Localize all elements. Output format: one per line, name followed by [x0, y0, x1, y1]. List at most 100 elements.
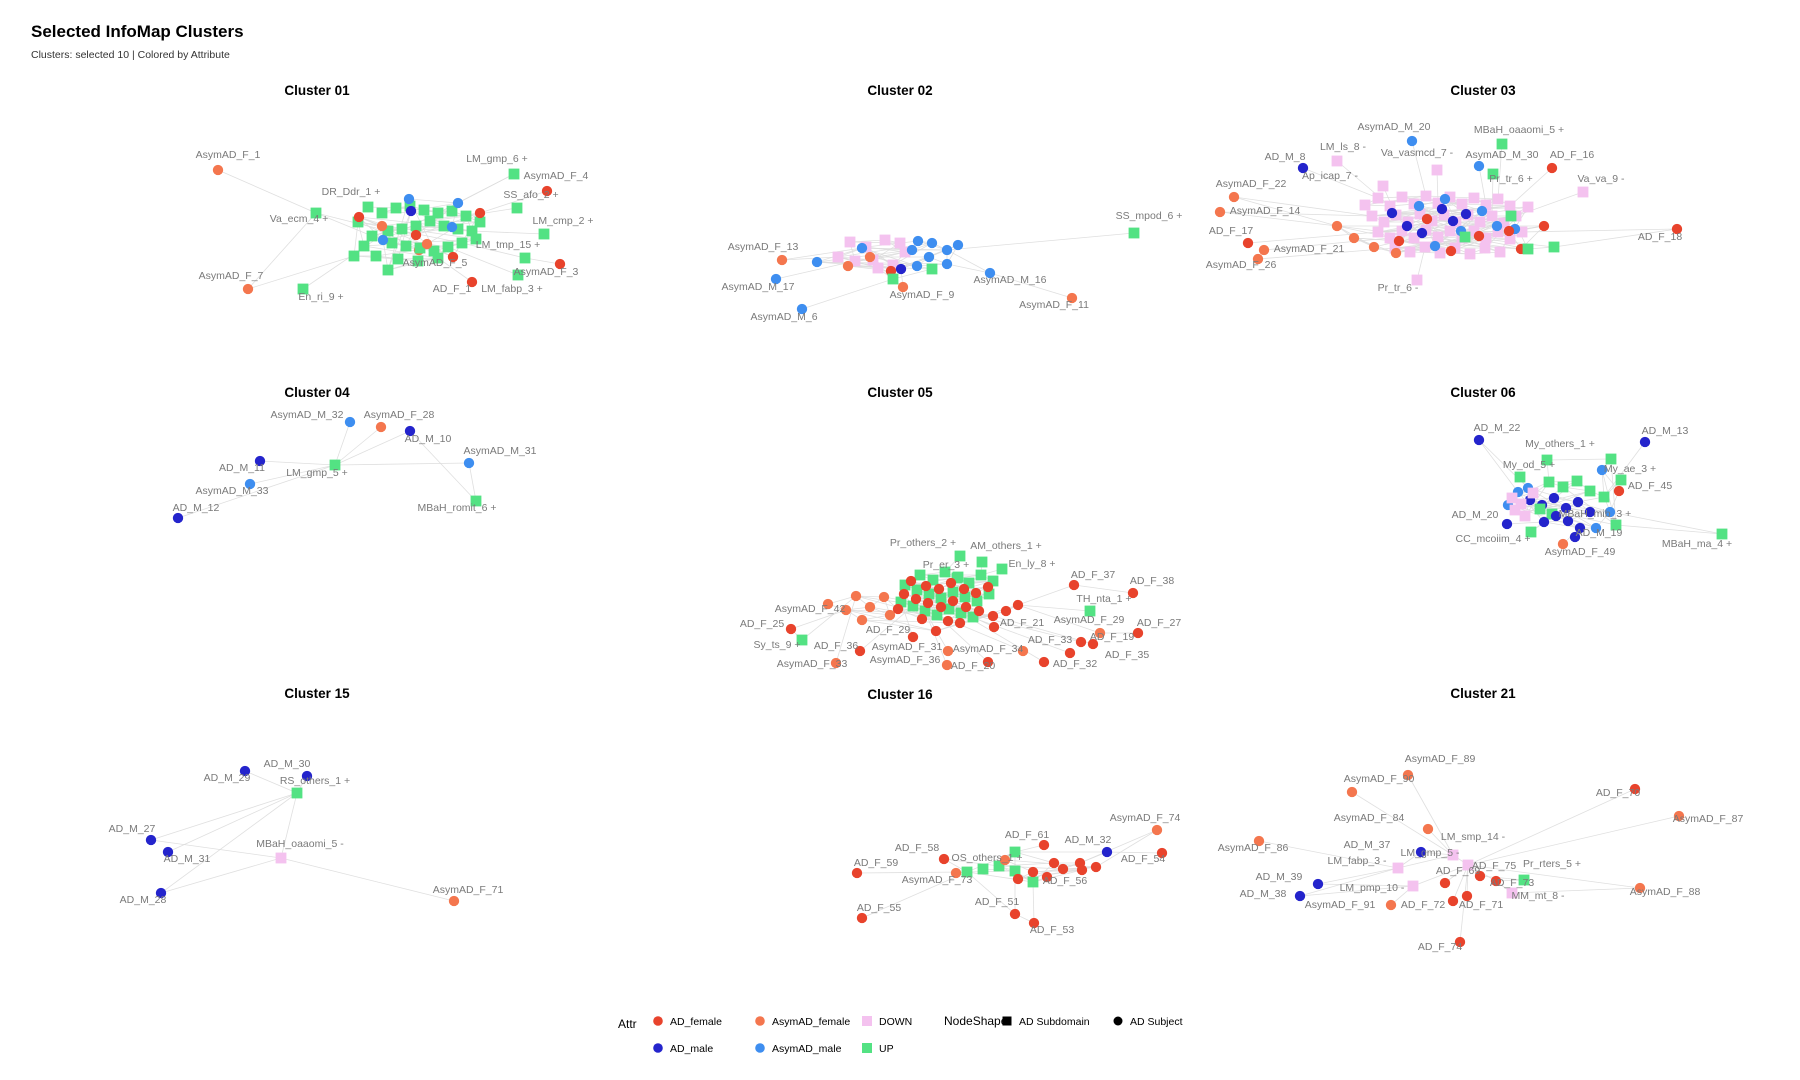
- node-label: MM_mt_8 -: [1511, 890, 1565, 902]
- graph-edge: [781, 247, 863, 261]
- graph-edge: [801, 595, 857, 641]
- graph-node: [914, 569, 926, 581]
- graph-node: [348, 250, 360, 262]
- graph-node: [1505, 210, 1517, 222]
- node-label: En_ri_9 +: [298, 291, 343, 303]
- node-label: AsymAD_F_11: [1019, 299, 1089, 311]
- graph-node: [1009, 865, 1021, 877]
- node-label: AD_F_54: [1121, 853, 1166, 865]
- node-label: AsymAD_M_6: [750, 311, 817, 323]
- graph-node-ad-m-39: [1312, 878, 1324, 890]
- node-label: AD_F_69: [1436, 865, 1481, 877]
- graph-node: [1598, 491, 1610, 503]
- cluster-title-01: Cluster 01: [284, 83, 350, 98]
- graph-node-cc-mcoiim-4-: [1525, 526, 1537, 538]
- graph-node-asymad-m-16: [984, 267, 996, 279]
- graph-node: [856, 242, 868, 254]
- graph-edge: [334, 430, 411, 466]
- node-label: AD_F_71: [1459, 899, 1504, 911]
- graph-node-asymad-f-36: [941, 659, 953, 671]
- graph-node: [1426, 215, 1438, 227]
- graph-node: [945, 577, 957, 589]
- node-label: AD_F_27: [1137, 617, 1182, 629]
- node-label: AD_M_27: [109, 823, 156, 835]
- graph-edge: [1543, 521, 1581, 529]
- graph-node: [961, 866, 973, 878]
- node-label: AsymAD_F_13: [728, 241, 799, 253]
- graph-node-ad-f-38: [1127, 587, 1139, 599]
- graph-node: [1404, 246, 1416, 258]
- node-label: AD_M_29: [204, 772, 251, 784]
- graph-node: [447, 251, 459, 263]
- cluster-title-06: Cluster 06: [1450, 385, 1516, 400]
- legend-label: AD_male: [670, 1043, 713, 1055]
- graph-node: [1459, 231, 1471, 243]
- node-label: AD_F_59: [854, 857, 899, 869]
- legend-label: AsymAD_male: [772, 1043, 842, 1055]
- graph-node-ad-f-56: [1041, 871, 1053, 883]
- graph-edge: [1391, 212, 1467, 215]
- graph-node: [920, 580, 932, 592]
- graph-edge: [946, 249, 991, 274]
- graph-edge: [1509, 167, 1553, 207]
- graph-edge: [1219, 211, 1373, 217]
- graph-node: [405, 205, 417, 217]
- graph-edge: [334, 462, 470, 466]
- graph-edge: [177, 464, 336, 519]
- graph-node: [1012, 599, 1024, 611]
- node-label: AsymAD_F_3: [514, 266, 579, 278]
- graph-edge: [1398, 218, 1428, 242]
- cluster-02-labels: AsymAD_F_13 AsymAD_M_17 AsymAD_M_6 AsymAD_F…: [722, 210, 1183, 323]
- graph-edge: [1478, 439, 1519, 493]
- node-label: LM_gmp_5 -: [1401, 847, 1460, 859]
- graph-node: [392, 253, 404, 265]
- graph-node-mm-mt-8-: [1506, 887, 1518, 899]
- graph-edge: [353, 221, 359, 257]
- graph-edge: [946, 232, 1135, 251]
- graph-node: [1009, 846, 1021, 858]
- graph-node-ad-f-29: [907, 631, 919, 643]
- graph-node: [1468, 192, 1480, 204]
- graph-node: [1359, 199, 1371, 211]
- graph-node: [1572, 496, 1584, 508]
- graph-node-ad-f-59: [851, 867, 863, 879]
- graph-node: [1522, 243, 1534, 255]
- node-label: AD_F_33: [1028, 634, 1073, 646]
- graph-node: [849, 255, 861, 267]
- node-label: AD_F_18: [1638, 231, 1683, 243]
- graph-node: [1474, 216, 1486, 228]
- graph-edge: [1412, 864, 1469, 887]
- node-label: AD_F_37: [1071, 569, 1116, 581]
- graph-node: [1378, 216, 1390, 228]
- graph-node: [939, 566, 951, 578]
- node-label: En_ly_8 +: [1009, 558, 1056, 570]
- graph-node-asymad-f-88: [1634, 882, 1646, 894]
- graph-node: [1503, 225, 1515, 237]
- graph-node: [386, 237, 398, 249]
- graph-node: [470, 233, 482, 245]
- cluster-21-panel: AsymAD_F_89 AsymAD_F_90 AD_F_70 AsymAD_F_84…: [1218, 686, 1744, 953]
- graph-node: [922, 597, 934, 609]
- node-label: AsymAD_F_91: [1305, 899, 1376, 911]
- graph-node-asymad-m-32: [344, 416, 356, 428]
- graph-node-pr-others-2-: [954, 550, 966, 562]
- node-label: AD_F_58: [895, 842, 940, 854]
- graph-node: [1432, 231, 1444, 243]
- graph-node: [474, 207, 486, 219]
- graph-edge: [1299, 867, 1399, 897]
- graph-node: [898, 588, 910, 600]
- graph-edge: [1317, 883, 1414, 887]
- graph-node: [1519, 510, 1531, 522]
- node-label: AsymAD_F_26: [1206, 259, 1277, 271]
- graph-node-ad-f-45: [1613, 485, 1625, 497]
- node-label: CC_mcoiim_4 +: [1456, 533, 1531, 545]
- cluster-05-nodes: [785, 550, 1144, 671]
- graph-edge: [247, 255, 355, 290]
- graph-node-asymad-f-74: [1151, 824, 1163, 836]
- node-label: LM_cmp_2 +: [533, 215, 594, 227]
- graph-edge: [1524, 481, 1550, 517]
- cluster-04-edges: [177, 421, 477, 519]
- graph-edge: [1219, 211, 1338, 227]
- cluster-15-edges: [150, 770, 455, 902]
- graph-node: [919, 605, 931, 617]
